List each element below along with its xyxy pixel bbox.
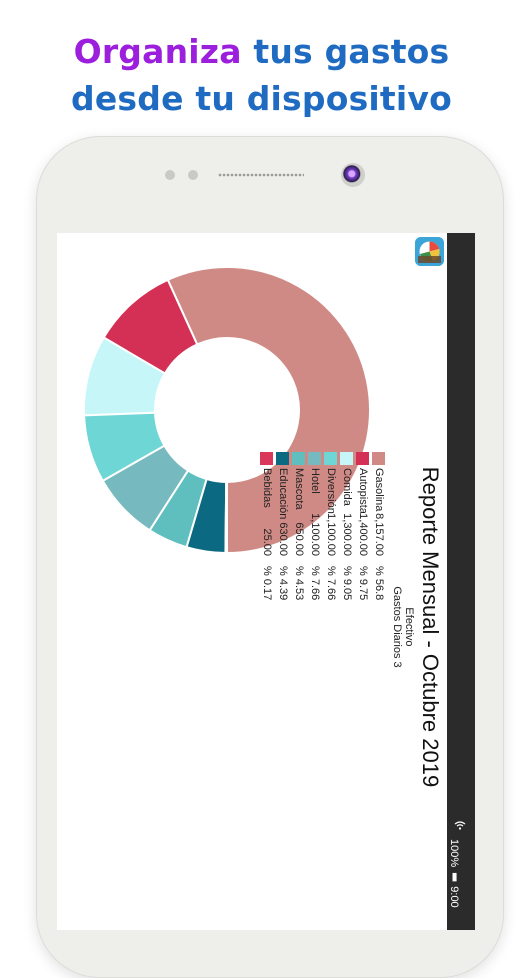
legend-percent: % 9.75	[357, 566, 369, 601]
legend-percent: % 0.17	[261, 566, 273, 601]
legend-swatch	[340, 452, 353, 465]
legend-row: Bebidas 25.00 % 0.17	[260, 452, 273, 602]
donut-slice-gasolina	[166, 267, 370, 553]
legend-percent: % 7.66	[309, 566, 321, 601]
legend-swatch	[276, 452, 289, 465]
promo-headline: Organiza tus gastos desde tu dispositivo	[0, 28, 523, 122]
report-title: Reporte Mensual - Octubre 2019	[418, 466, 443, 788]
legend-row: Comida 1,300.00 % 9.05	[340, 452, 353, 602]
sensor-dot	[188, 170, 198, 180]
legend-amount: 630.00	[277, 522, 289, 556]
status-text: 100% ▮ 9:00	[448, 839, 461, 908]
legend-category: Diversión	[325, 468, 337, 514]
legend-row: Diversión 1,100.00 % 7.66	[324, 452, 337, 602]
sensor-dot	[165, 170, 175, 180]
legend-category: Gasolina	[373, 468, 385, 512]
legend-swatch	[324, 452, 337, 465]
legend-percent: % 7.66	[325, 566, 337, 601]
report-panel: Reporte Mensual - Octubre 2019 Efectivo …	[233, 452, 447, 802]
battery-icon: ▮	[448, 870, 460, 884]
legend-row: Autopista 1,400.00 % 9.75	[356, 452, 369, 602]
expense-donut-chart	[84, 267, 370, 553]
legend-amount: 1,400.00	[357, 513, 369, 556]
battery-level: 100%	[448, 839, 460, 868]
app-icon[interactable]	[415, 237, 444, 266]
legend-amount: 1,300.00	[341, 513, 353, 556]
legend-swatch	[308, 452, 321, 465]
status-bar: 100% ▮ 9:00	[447, 233, 475, 930]
wifi-icon	[454, 821, 466, 830]
legend-amount: 650.00	[293, 522, 305, 556]
speaker-grille	[218, 172, 304, 178]
camera-icon	[341, 163, 365, 187]
report-subtitle-journal: Gastos Diarios 3	[391, 586, 403, 668]
legend-amount: 1,100.00	[309, 513, 321, 556]
headline-line-1: Organiza tus gastos	[0, 28, 523, 75]
legend-row: Educación 630.00 % 4.39	[276, 452, 289, 602]
legend-percent: % 9.05	[341, 566, 353, 601]
phone-screen: Reporte Mensual - Octubre 2019 Efectivo …	[57, 233, 475, 930]
legend-swatch	[356, 452, 369, 465]
app-logo-icon	[415, 237, 444, 266]
legend-row: Mascota 650.00 % 4.53	[292, 452, 305, 602]
legend-category: Hotel	[309, 468, 321, 494]
legend-category: Mascota	[293, 468, 305, 510]
legend-amount: 1,100.00	[325, 513, 337, 556]
legend-row: Gasolina 8,157.00 % 56.8	[372, 452, 385, 602]
legend-swatch	[372, 452, 385, 465]
legend-category: Comida	[341, 468, 353, 506]
report-subtitle-account: Efectivo	[403, 607, 415, 647]
legend-row: Hotel 1,100.00 % 7.66	[308, 452, 321, 602]
legend-swatch	[260, 452, 273, 465]
legend-amount: 8,157.00	[373, 513, 385, 556]
legend-category: Bebidas	[261, 468, 273, 508]
donut-slice-bebidas	[224, 480, 228, 553]
legend-category: Autopista	[357, 468, 369, 514]
legend-percent: % 56.8	[373, 566, 385, 601]
legend-swatch	[292, 452, 305, 465]
clock: 9:00	[448, 886, 460, 908]
legend-category: Educación	[277, 468, 289, 520]
headline-line-2: desde tu dispositivo	[71, 79, 452, 118]
headline-line-1-rest: tus gastos	[241, 32, 450, 71]
legend-percent: % 4.39	[277, 566, 289, 601]
legend-amount: 25.00	[261, 528, 273, 556]
legend-percent: % 4.53	[293, 566, 305, 601]
headline-accent: Organiza	[73, 32, 242, 71]
